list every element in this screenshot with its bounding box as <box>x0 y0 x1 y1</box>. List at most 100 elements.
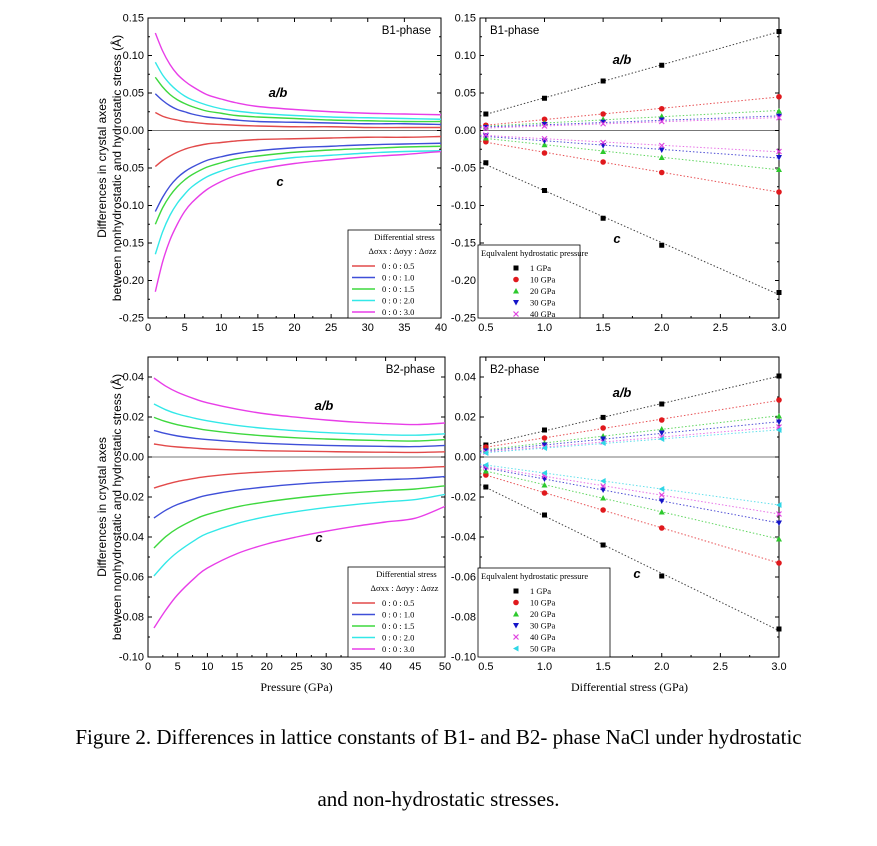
data-point <box>482 132 489 138</box>
data-point <box>600 436 607 442</box>
fit-line-c-3 <box>480 466 779 524</box>
chart-panel-b1-pressure: -0.25 -0.20 -0.15 -0.10 -0.05 0.00 0.05 0.10 0.1… <box>119 13 447 335</box>
data-point <box>483 472 489 478</box>
data-point <box>482 450 489 456</box>
fit-line-c-2 <box>480 137 779 171</box>
data-point <box>600 495 607 501</box>
y-tick-label: 0.00 <box>455 452 476 464</box>
chart-panel-b1-differential: -0.25 -0.20 -0.15 -0.10 -0.05 0.00 0.05 0.10 0.1… <box>451 13 787 335</box>
data-point <box>541 445 547 451</box>
fit-line-c-1 <box>480 140 779 193</box>
data-point <box>658 486 665 492</box>
x-tick-label: 1.5 <box>595 661 610 673</box>
legend-label: 50 GPa <box>530 644 555 654</box>
data-point <box>600 159 606 165</box>
series-line-c-5 <box>153 465 445 489</box>
legend-label: 0 : 0 : 3.0 <box>382 644 414 654</box>
y-tick-label: -0.25 <box>119 313 144 325</box>
data-point <box>541 482 548 488</box>
legend-header: Δσxx : Δσyy : Δσzz <box>369 246 437 256</box>
data-point-stroke-b <box>600 120 607 127</box>
data-point <box>482 462 489 468</box>
legend-label: 30 GPa <box>530 298 555 308</box>
x-tick-label: 10 <box>215 322 227 334</box>
data-point <box>600 215 606 221</box>
data-point <box>776 511 782 517</box>
x-tick-label: 0.5 <box>478 661 493 673</box>
series-line-ab-2 <box>153 416 445 442</box>
data-point <box>600 425 606 431</box>
data-point <box>541 512 547 518</box>
fit-line-c-1 <box>480 472 779 564</box>
data-point <box>776 373 782 379</box>
series-line-c-6 <box>153 475 445 519</box>
data-point <box>600 440 606 446</box>
fit-line-ab-5 <box>480 429 779 454</box>
fit-line-ab-0 <box>480 375 779 447</box>
data-point-stroke-b <box>776 424 782 430</box>
fit-line-c-0 <box>480 484 779 631</box>
data-point <box>659 573 665 579</box>
data-point <box>659 401 665 407</box>
data-point <box>776 114 782 121</box>
data-point <box>541 122 548 128</box>
data-point <box>658 169 665 176</box>
legend-label: 0 : 0 : 1.5 <box>382 621 414 631</box>
legend-title: Differential stress <box>376 569 437 579</box>
legend-label: 0 : 0 : 1.0 <box>382 273 414 283</box>
x-tick-label: 25 <box>325 322 337 334</box>
series-line-c-6 <box>154 142 441 212</box>
legend: Equlvalent hydrostatic pressure 1 GPa 10 G… <box>477 567 611 658</box>
annotation-ab: a/b <box>315 398 334 413</box>
data-point <box>541 150 548 156</box>
legend-label: 0 : 0 : 2.0 <box>382 296 414 306</box>
data-point <box>776 520 782 526</box>
data-point <box>658 430 665 436</box>
data-point <box>541 188 547 193</box>
data-point <box>776 290 782 295</box>
legend-label: 0 : 0 : 0.5 <box>382 261 414 271</box>
figure: -0.25 -0.20 -0.15 -0.10 -0.05 0.00 0.05 0.10 0.1… <box>95 13 787 695</box>
data-point <box>776 155 782 161</box>
annotation-c: c <box>613 231 621 246</box>
x-tick-label: 0 <box>145 322 151 334</box>
legend-marker <box>513 645 519 652</box>
data-point <box>541 116 548 123</box>
series-line-ab-4 <box>153 377 445 426</box>
y-tick-label: -0.10 <box>119 200 144 212</box>
legend: Differential stress Δσxx : Δσyy : Δσzz 0 :… <box>347 566 446 658</box>
legend-title: Equlvalent hydrostatic pressure <box>481 571 588 581</box>
data-point-stroke-b <box>658 118 665 125</box>
fit-line-c-2 <box>480 469 779 540</box>
y-tick-label: -0.20 <box>451 275 476 287</box>
y-tick-label: -0.08 <box>451 612 476 624</box>
legend: Equlvalent hydrostatic pressure 1 GPa 10 G… <box>477 244 588 319</box>
data-point <box>600 111 606 117</box>
data-point <box>658 154 665 160</box>
legend-box <box>477 244 581 319</box>
data-point <box>776 626 782 632</box>
fit-line-ab-1 <box>480 399 779 449</box>
annotation-ab: a/b <box>269 85 288 100</box>
y-tick-label: 0.05 <box>123 88 144 100</box>
data-point <box>541 123 548 129</box>
legend-marker <box>513 276 519 283</box>
data-point <box>483 484 489 490</box>
data-point <box>541 470 547 476</box>
y-tick-label: 0.15 <box>123 13 144 25</box>
y-tick-label: -0.06 <box>451 572 476 584</box>
legend-marker <box>513 300 519 306</box>
data-point <box>776 419 782 425</box>
legend-marker <box>513 288 519 294</box>
data-point <box>482 125 489 132</box>
data-point <box>776 502 782 508</box>
data-point <box>776 536 782 542</box>
data-point <box>658 509 665 515</box>
x-tick-label: 2.0 <box>654 322 669 334</box>
data-point <box>659 242 665 248</box>
data-point <box>541 442 548 448</box>
y-tick-label: -0.08 <box>119 612 144 624</box>
data-point <box>658 113 665 119</box>
data-point <box>541 141 548 148</box>
series-line-ab-3 <box>154 61 441 120</box>
